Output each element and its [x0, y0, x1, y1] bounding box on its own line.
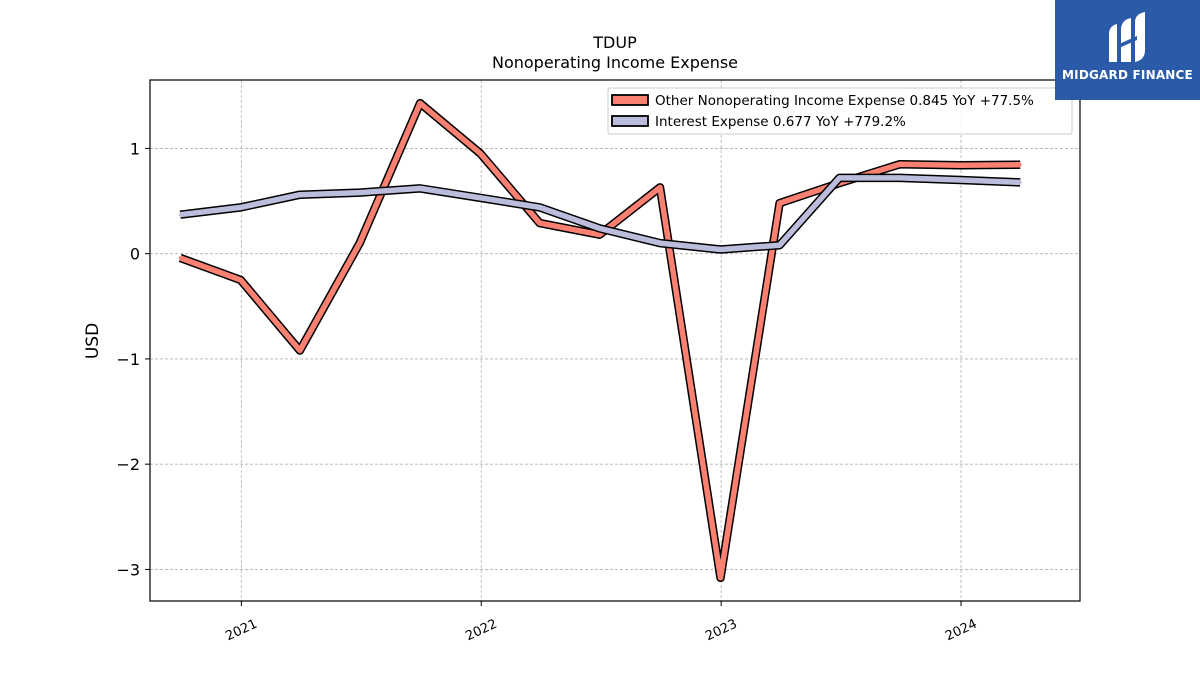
x-tick-label: 2023	[703, 617, 739, 645]
series-0-point	[1018, 163, 1022, 167]
series-0-point	[418, 101, 422, 105]
series-1-point	[778, 243, 782, 247]
series-1-point	[598, 226, 602, 230]
series-0-point	[538, 221, 542, 225]
ticks: 1 0 −1 −2 −3 2021 2022 2023 2024	[116, 139, 979, 644]
series-0-point	[719, 576, 722, 580]
legend: Other Nonoperating Income Expense 0.845 …	[607, 87, 1073, 135]
series-0-point	[898, 162, 902, 166]
series-0-point	[778, 201, 782, 205]
series-1-point	[479, 196, 483, 200]
series-0-point	[298, 349, 302, 352]
logo-mark-icon	[1109, 12, 1145, 62]
series-0-point	[658, 185, 662, 189]
chart-subtitle: Nonoperating Income Expense	[492, 53, 738, 72]
series-1-point	[538, 205, 542, 209]
plot-frame	[149, 79, 1081, 602]
legend-label-0: Other Nonoperating Income Expense 0.845 …	[655, 93, 1034, 109]
x-tick-label: 2021	[223, 617, 259, 645]
series-1-point	[239, 205, 243, 209]
y-tick-label: 0	[130, 245, 140, 264]
chart-title: TDUP	[592, 33, 637, 52]
series-1-point	[837, 176, 841, 180]
series-0-point	[239, 278, 243, 282]
series-1-point	[898, 176, 902, 180]
y-tick-label: 1	[130, 139, 140, 158]
series-0-point	[178, 256, 182, 260]
series-0-point	[479, 152, 483, 156]
series-layer	[178, 98, 1022, 583]
series-1-point	[658, 241, 662, 245]
y-tick-label: −2	[116, 455, 140, 474]
series-1-point	[1018, 180, 1022, 184]
legend-box	[607, 87, 1073, 135]
legend-swatch-0	[611, 94, 649, 106]
series-1-point	[418, 186, 422, 190]
legend-swatch-1	[611, 115, 649, 127]
y-tick-label: −3	[116, 560, 140, 579]
series-1-point	[178, 213, 182, 217]
series-0-point	[958, 163, 962, 167]
series-0-point	[598, 233, 602, 237]
x-tick-label: 2024	[943, 617, 979, 645]
series-1-point	[958, 178, 962, 182]
y-tick-label: −1	[116, 350, 140, 369]
y-axis-label: USD	[83, 323, 103, 359]
series-0-point	[358, 241, 362, 245]
midgard-finance-logo: MIDGARD FINANCE	[1055, 0, 1200, 100]
x-tick-label: 2022	[463, 617, 499, 645]
logo-text: MIDGARD FINANCE	[1062, 68, 1193, 82]
series-1-point	[719, 248, 722, 251]
series-1-point	[298, 193, 302, 197]
series-1-point	[358, 191, 362, 195]
legend-label-1: Interest Expense 0.677 YoY +779.2%	[655, 114, 906, 130]
grid	[150, 80, 1080, 601]
